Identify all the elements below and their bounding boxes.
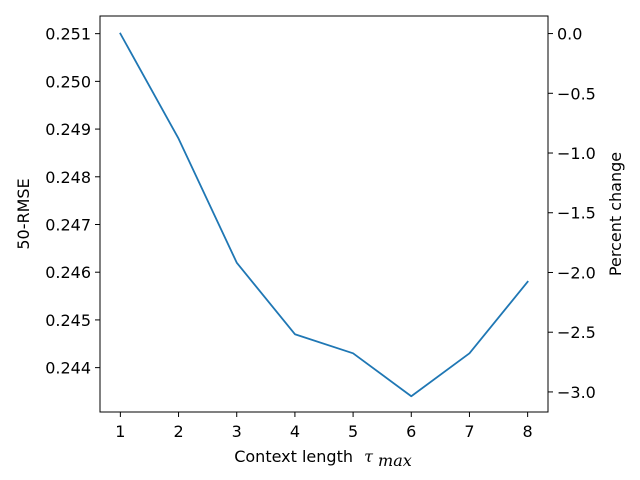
y-axis-left-ticks: 0.244 0.245 0.246 0.247 0.248 0.249 0.250 0.251 <box>45 25 100 378</box>
x-tick-label: 5 <box>348 422 358 441</box>
axes <box>99 15 549 413</box>
y-right-tick-label: −2.0 <box>557 263 596 282</box>
y-right-tick-label: −0.5 <box>557 84 596 103</box>
y-tick-label: 0.247 <box>45 215 91 234</box>
y-tick-label: 0.244 <box>45 359 91 378</box>
x-axis-ticks: 1 2 3 4 5 6 7 8 <box>115 412 533 441</box>
y-tick-label: 0.249 <box>45 120 91 139</box>
x-tick-label: 1 <box>115 422 125 441</box>
y-right-tick-label: −3.0 <box>557 383 596 402</box>
x-tick-label: 3 <box>232 422 242 441</box>
series-layer <box>119 32 529 398</box>
y-tick-label: 0.250 <box>45 72 91 91</box>
x-axis-label-subscript: max <box>378 451 412 470</box>
y-tick-label: 0.245 <box>45 311 91 330</box>
x-axis-label-text: Context length <box>234 447 353 466</box>
y-tick-label: 0.248 <box>45 168 91 187</box>
y-right-tick-label: −2.5 <box>557 323 596 342</box>
y-axis-label: 50-RMSE <box>14 178 33 249</box>
y-right-tick-label: −1.5 <box>557 204 596 223</box>
y-axis-right-ticks: 0.0 −0.5 −1.0 −1.5 −2.0 −2.5 −3.0 <box>548 25 596 402</box>
x-tick-label: 8 <box>523 422 533 441</box>
y-right-tick-label: 0.0 <box>557 25 582 44</box>
x-tick-label: 4 <box>290 422 300 441</box>
x-tick-label: 6 <box>406 422 416 441</box>
x-axis-label: Context length τ max <box>234 447 412 470</box>
axes-frame <box>99 15 549 413</box>
y-right-tick-label: −1.0 <box>557 144 596 163</box>
y-tick-label: 0.251 <box>45 25 91 44</box>
series-line <box>119 32 529 398</box>
y-axis-right-label: Percent change <box>606 152 625 276</box>
x-tick-label: 7 <box>464 422 474 441</box>
x-tick-label: 2 <box>173 422 183 441</box>
x-axis-label-symbol: τ <box>364 447 374 466</box>
y-tick-label: 0.246 <box>45 263 91 282</box>
